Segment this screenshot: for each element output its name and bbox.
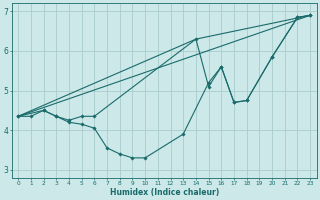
X-axis label: Humidex (Indice chaleur): Humidex (Indice chaleur) xyxy=(109,188,219,197)
